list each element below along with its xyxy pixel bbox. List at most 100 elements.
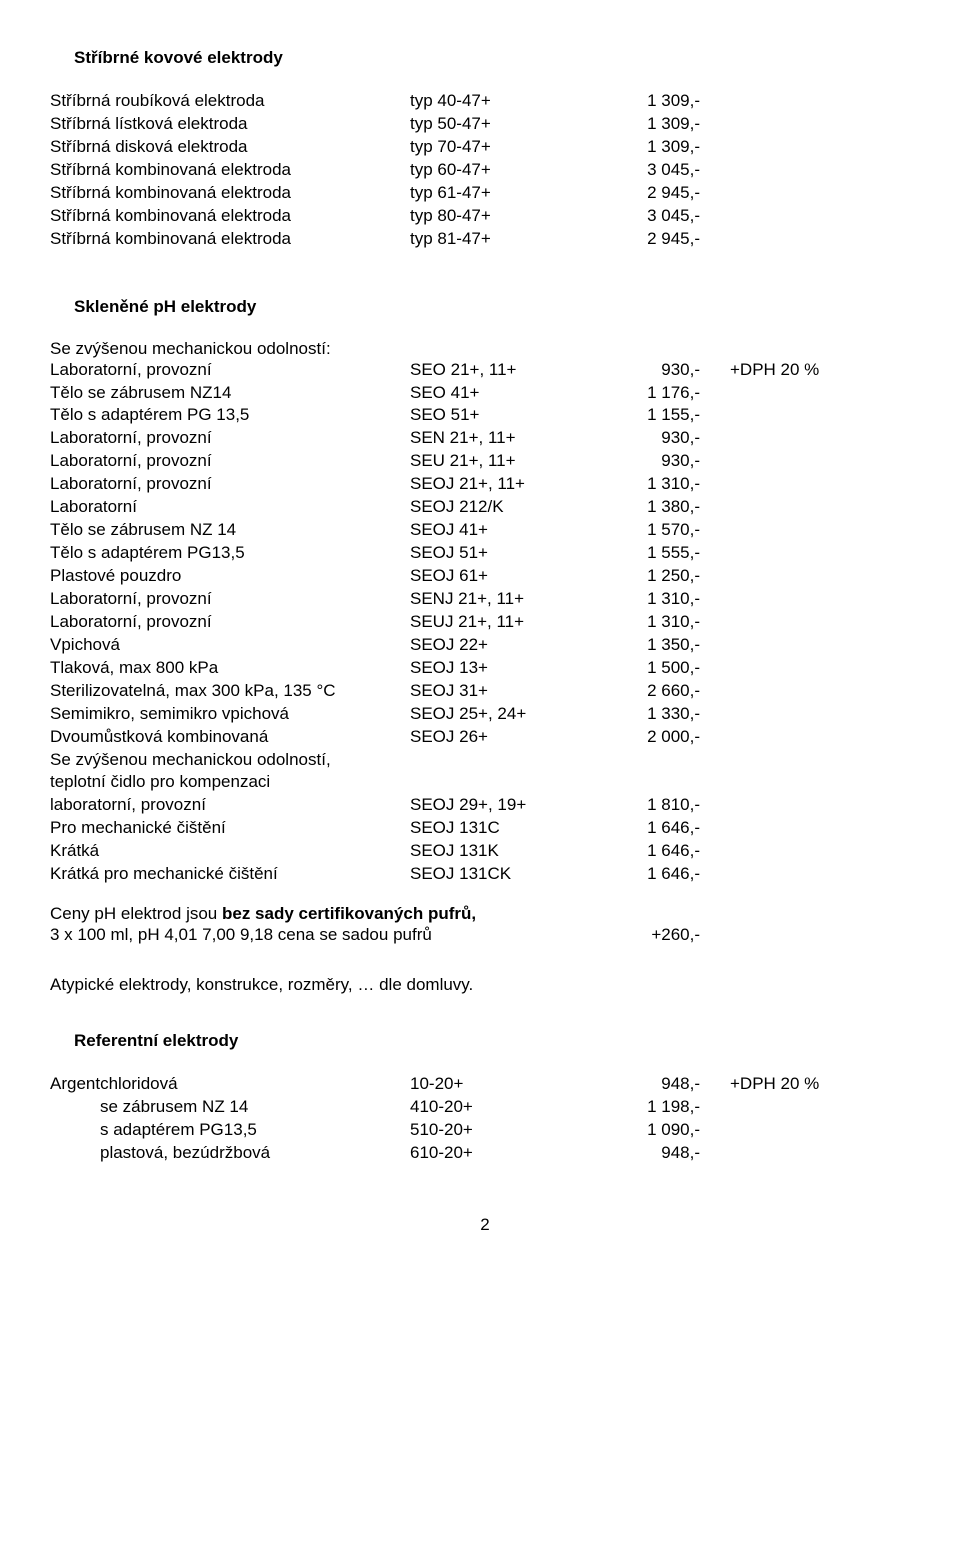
col-price: 3 045,- <box>580 159 730 182</box>
col-desc: Laboratorní, provozní <box>50 588 410 611</box>
col-price: 2 945,- <box>580 228 730 251</box>
col-type: SEOJ 41+ <box>410 519 580 542</box>
col-price: 1 310,- <box>580 611 730 634</box>
col-type: SEOJ 61+ <box>410 565 580 588</box>
col-price: 1 500,- <box>580 657 730 680</box>
table-row: s adaptérem PG13,5510-20+1 090,- <box>50 1119 920 1142</box>
table-row: Dvoumůstková kombinovanáSEOJ 26+2 000,- <box>50 726 920 749</box>
col-desc: Laboratorní, provozní <box>50 473 410 496</box>
section1-table: Stříbrná roubíková elektrodatyp 40-47+1 … <box>50 90 920 251</box>
col-type: SEO 41+ <box>410 382 580 405</box>
col-desc: Tělo se zábrusem NZ14 <box>50 382 410 405</box>
table-row: KrátkáSEOJ 131K1 646,- <box>50 840 920 863</box>
col-price: 1 330,- <box>580 703 730 726</box>
col-desc: Argentchloridová <box>50 1073 410 1096</box>
col-price: 930,- <box>580 450 730 473</box>
col-price: 1 555,- <box>580 542 730 565</box>
col-desc: Tělo s adaptérem PG13,5 <box>50 542 410 565</box>
col-price: 1 310,- <box>580 473 730 496</box>
note1-line1b: bez sady certifikovaných pufrů, <box>222 904 476 923</box>
table-row: Laboratorní, provozníSEU 21+, 11+930,- <box>50 450 920 473</box>
table-row: Pro mechanické čištěníSEOJ 131C1 646,- <box>50 817 920 840</box>
note1-line1: Ceny pH elektrod jsou bez sady certifiko… <box>50 904 920 924</box>
col-price: 1 810,- <box>580 794 730 817</box>
col-desc: plastová, bezúdržbová <box>50 1142 410 1165</box>
col-type: SEOJ 31+ <box>410 680 580 703</box>
table-row: Stříbrná kombinovaná elektrodatyp 61-47+… <box>50 182 920 205</box>
col-desc: Stříbrná kombinovaná elektroda <box>50 228 410 251</box>
col-note: +DPH 20 % <box>730 1073 920 1096</box>
col-type: typ 81-47+ <box>410 228 580 251</box>
extra-line: Se zvýšenou mechanickou odolností, <box>50 749 920 772</box>
col-desc: Tělo s adaptérem PG 13,5 <box>50 404 410 427</box>
table-row: Semimikro, semimikro vpichováSEOJ 25+, 2… <box>50 703 920 726</box>
table-row: Stříbrná disková elektrodatyp 70-47+1 30… <box>50 136 920 159</box>
col-desc: Pro mechanické čištění <box>50 817 410 840</box>
section2-title: Skleněné pH elektrody <box>74 297 920 317</box>
col-type: typ 50-47+ <box>410 113 580 136</box>
col-price: 1 350,- <box>580 634 730 657</box>
extra-line: teplotní čidlo pro kompenzaci <box>50 771 920 794</box>
col-type: typ 70-47+ <box>410 136 580 159</box>
section3-table: Argentchloridová10-20+948,-+DPH 20 %se z… <box>50 1073 920 1165</box>
col-type: typ 40-47+ <box>410 90 580 113</box>
col-desc: Plastové pouzdro <box>50 565 410 588</box>
col-desc: Laboratorní <box>50 496 410 519</box>
table-row: Laboratorní, provozníSEOJ 21+, 11+1 310,… <box>50 473 920 496</box>
col-price: 1 570,- <box>580 519 730 542</box>
col-price: 1 646,- <box>580 863 730 886</box>
col-price: 1 155,- <box>580 404 730 427</box>
col-price: 1 176,- <box>580 382 730 405</box>
col-price: 2 660,- <box>580 680 730 703</box>
col-price: 1 198,- <box>580 1096 730 1119</box>
table-row: Stříbrná lístková elektrodatyp 50-47+1 3… <box>50 113 920 136</box>
table-row: Tlaková, max 800 kPaSEOJ 13+1 500,- <box>50 657 920 680</box>
table-row: se zábrusem NZ 14410-20+1 198,- <box>50 1096 920 1119</box>
col-price: 1 646,- <box>580 817 730 840</box>
col-type: SEOJ 131C <box>410 817 580 840</box>
col-desc: Stříbrná kombinovaná elektroda <box>50 182 410 205</box>
col-price: 2 945,- <box>580 182 730 205</box>
table-row: Stříbrná kombinovaná elektrodatyp 80-47+… <box>50 205 920 228</box>
col-type: 10-20+ <box>410 1073 580 1096</box>
col-type: SEOJ 29+, 19+ <box>410 794 580 817</box>
col-desc: Krátká <box>50 840 410 863</box>
section2-table: Laboratorní, provozníSEO 21+, 11+930,-+D… <box>50 359 920 749</box>
col-desc: se zábrusem NZ 14 <box>50 1096 410 1119</box>
col-type: typ 60-47+ <box>410 159 580 182</box>
col-price: 930,- <box>580 359 730 382</box>
section1-title: Stříbrné kovové elektrody <box>74 48 920 68</box>
col-type: SEOJ 131CK <box>410 863 580 886</box>
col-type: 410-20+ <box>410 1096 580 1119</box>
table-row: Tělo s adaptérem PG 13,5SEO 51+1 155,- <box>50 404 920 427</box>
col-type: SEO 51+ <box>410 404 580 427</box>
table-row: Tělo se zábrusem NZ 14SEOJ 41+1 570,- <box>50 519 920 542</box>
table-row: VpichováSEOJ 22+1 350,- <box>50 634 920 657</box>
col-price: 1 646,- <box>580 840 730 863</box>
section2-table2: laboratorní, provozníSEOJ 29+, 19+1 810,… <box>50 794 920 886</box>
col-price: 1 309,- <box>580 113 730 136</box>
col-type: SEOJ 21+, 11+ <box>410 473 580 496</box>
col-price: 1 309,- <box>580 90 730 113</box>
section2-intro: Se zvýšenou mechanickou odolností: <box>50 339 920 359</box>
col-type: 610-20+ <box>410 1142 580 1165</box>
note1-line2-price: +260,- <box>580 924 730 947</box>
table-row: Tělo se zábrusem NZ14SEO 41+1 176,- <box>50 382 920 405</box>
col-desc: Laboratorní, provozní <box>50 450 410 473</box>
col-price: 1 090,- <box>580 1119 730 1142</box>
col-type: SEUJ 21+, 11+ <box>410 611 580 634</box>
col-price: 1 380,- <box>580 496 730 519</box>
table-row: Sterilizovatelná, max 300 kPa, 135 °CSEO… <box>50 680 920 703</box>
section2-extra-lines: Se zvýšenou mechanickou odolností,teplot… <box>50 749 920 795</box>
table-row: laboratorní, provozníSEOJ 29+, 19+1 810,… <box>50 794 920 817</box>
table-row: Plastové pouzdroSEOJ 61+1 250,- <box>50 565 920 588</box>
page-number: 2 <box>50 1215 920 1235</box>
col-type: SEOJ 13+ <box>410 657 580 680</box>
col-type: SEOJ 51+ <box>410 542 580 565</box>
col-type: 510-20+ <box>410 1119 580 1142</box>
table-row: Laboratorní, provozníSEO 21+, 11+930,-+D… <box>50 359 920 382</box>
section3-title: Referentní elektrody <box>74 1031 920 1051</box>
col-desc: Stříbrná roubíková elektroda <box>50 90 410 113</box>
col-desc: Laboratorní, provozní <box>50 427 410 450</box>
col-type: SEO 21+, 11+ <box>410 359 580 382</box>
